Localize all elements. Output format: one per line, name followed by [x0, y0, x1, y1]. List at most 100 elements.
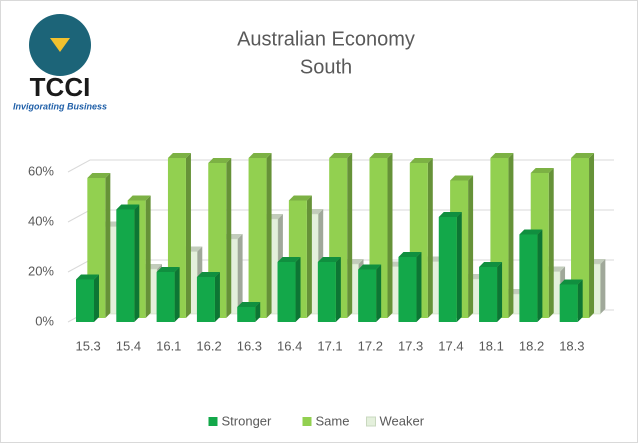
- y-tick-label: 60%: [28, 163, 54, 178]
- bar-side: [577, 279, 583, 322]
- x-tick-label: 15.3: [75, 338, 100, 353]
- bar-side: [427, 158, 433, 318]
- bar-side: [548, 168, 554, 318]
- y-tick-label: 40%: [28, 213, 54, 228]
- bar-front: [277, 262, 296, 322]
- legend-swatch: [302, 417, 312, 426]
- bar-top: [208, 158, 232, 163]
- bar-top: [530, 168, 554, 173]
- bar-side: [589, 153, 595, 318]
- bar-side: [416, 252, 422, 322]
- bar-front: [248, 158, 267, 318]
- bar-side: [537, 229, 543, 322]
- bar-side: [185, 153, 191, 318]
- bar: [358, 264, 382, 322]
- y-tick-label: 0%: [35, 313, 54, 328]
- bar-side: [134, 204, 140, 322]
- bar-top: [490, 153, 514, 158]
- bar: [438, 212, 462, 322]
- legend-label: Stronger: [222, 413, 273, 428]
- bar-front: [156, 272, 175, 322]
- bar-side: [94, 274, 99, 322]
- bar-top: [559, 279, 583, 285]
- chart-title: Australian Economy: [237, 28, 415, 50]
- bar-front: [116, 209, 135, 322]
- bar-top: [116, 204, 140, 210]
- bar: [277, 257, 301, 322]
- grid-line: [67, 159, 614, 173]
- x-tick-label: 16.3: [237, 338, 262, 353]
- bar-side: [376, 264, 382, 322]
- bar-top: [76, 274, 99, 280]
- bar-top: [127, 195, 151, 201]
- bar-top: [398, 252, 422, 257]
- bar-side: [145, 195, 151, 318]
- legend-swatch: [366, 416, 376, 427]
- bar: [196, 272, 220, 322]
- bar-side: [226, 158, 232, 318]
- bar-side: [347, 153, 353, 318]
- x-tick-label: 15.4: [116, 338, 141, 353]
- bar-top: [450, 175, 474, 181]
- x-tick-label: 18.3: [559, 338, 584, 353]
- bar-top: [571, 153, 595, 158]
- bar-top: [277, 257, 301, 262]
- bar: [571, 153, 595, 318]
- x-tick-label: 16.1: [156, 338, 181, 353]
- bar-side: [306, 195, 312, 318]
- bar: [167, 153, 191, 318]
- bar-front: [237, 307, 256, 322]
- bar-front: [479, 267, 498, 322]
- bar-front: [559, 284, 578, 322]
- legend-swatch: [208, 417, 218, 426]
- bar: [237, 302, 261, 322]
- bar: [248, 153, 272, 318]
- bar-side: [214, 272, 220, 322]
- bar-front: [358, 269, 377, 322]
- bar: [156, 267, 180, 322]
- bar-top: [358, 264, 382, 270]
- bar: [76, 274, 99, 322]
- bar: [317, 257, 341, 322]
- bar-side: [600, 259, 606, 314]
- bar-side: [266, 153, 272, 318]
- bar-side: [387, 153, 393, 318]
- bar: [559, 279, 583, 322]
- bar-side: [255, 302, 261, 322]
- legend-label: Same: [316, 413, 350, 428]
- bar-side: [295, 257, 301, 322]
- bar: [519, 229, 543, 322]
- x-tick-label: 18.2: [519, 338, 544, 353]
- bar-top: [519, 229, 543, 235]
- x-tick-label: 18.1: [479, 338, 504, 353]
- bar-front: [438, 217, 457, 322]
- bar-top: [479, 262, 503, 267]
- bar-top: [317, 257, 341, 262]
- bar-top: [369, 153, 393, 158]
- bar-top: [87, 173, 111, 178]
- x-tick-label: 17.1: [317, 338, 342, 353]
- logo: TCCI Invigorating Business: [13, 14, 107, 111]
- bar-side: [508, 153, 514, 318]
- bar-side: [174, 267, 180, 322]
- bar-front: [519, 234, 538, 322]
- x-tick-label: 16.4: [277, 338, 302, 353]
- bar-front: [317, 262, 336, 322]
- bar-front: [571, 158, 590, 318]
- bar-front: [76, 279, 94, 322]
- bar-side: [456, 212, 462, 322]
- bar-top: [248, 153, 272, 158]
- chart-subtitle: South: [300, 56, 352, 78]
- x-tick-label: 17.4: [438, 338, 463, 353]
- bar-side: [335, 257, 341, 322]
- legend-label: Weaker: [380, 413, 425, 428]
- bar: [398, 252, 422, 322]
- bar-front: [398, 257, 417, 322]
- bar-side: [468, 175, 474, 318]
- logo-name: TCCI: [30, 72, 91, 102]
- x-tick-label: 16.2: [196, 338, 221, 353]
- bar-top: [167, 153, 191, 158]
- x-tick-label: 17.3: [398, 338, 423, 353]
- logo-triangle: [50, 38, 70, 52]
